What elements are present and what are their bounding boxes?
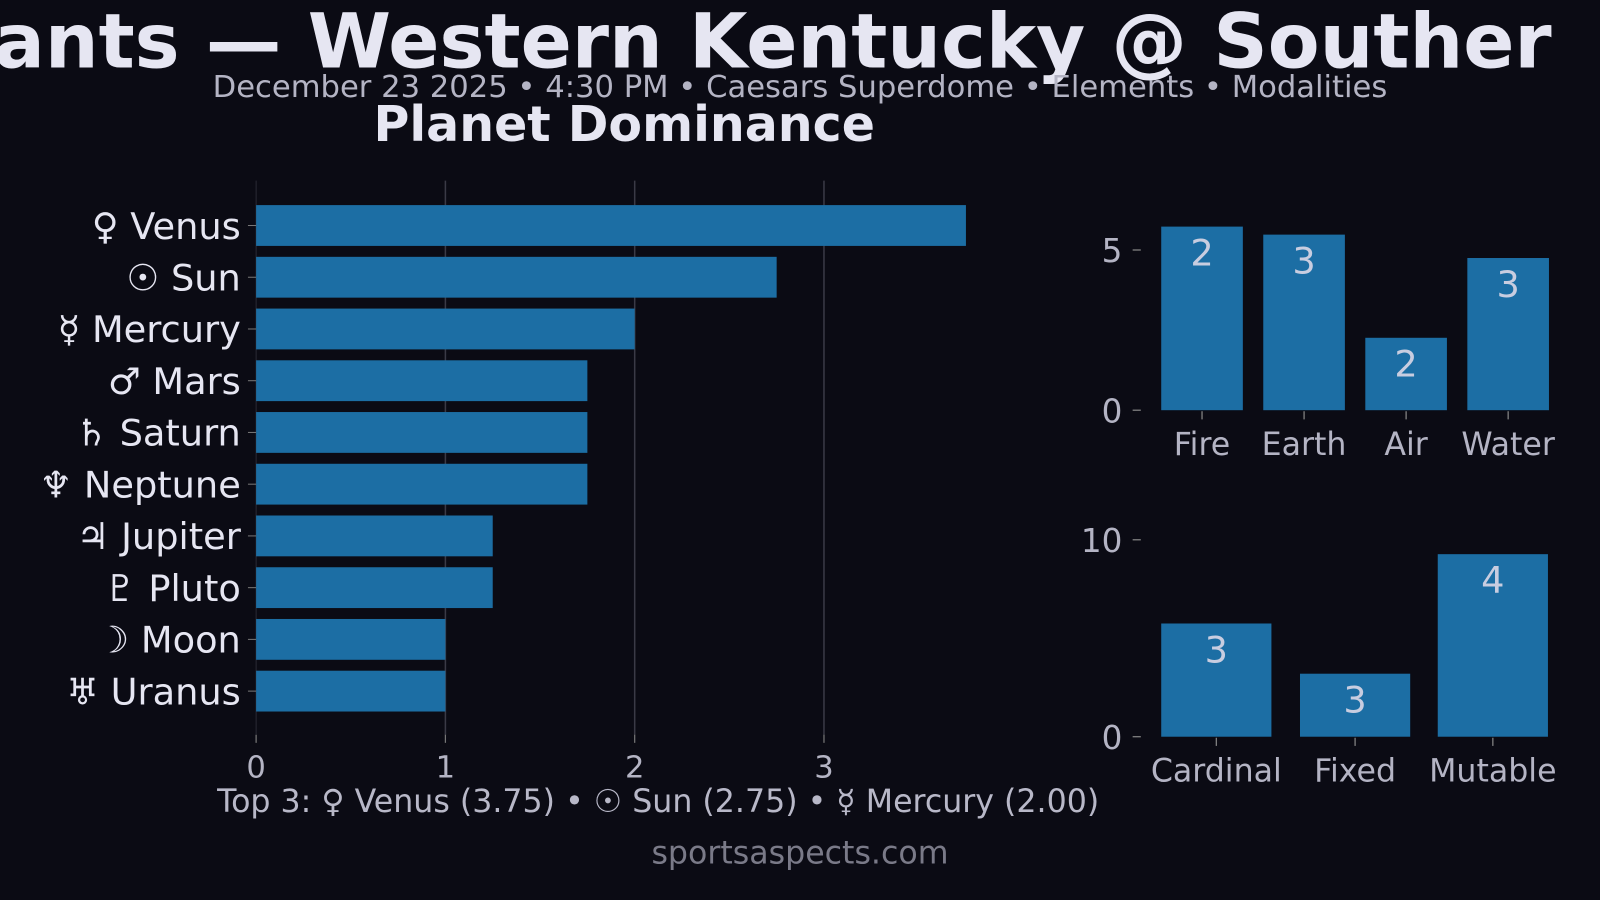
data-label: 3: [1343, 678, 1366, 721]
data-label: 3: [1292, 239, 1315, 282]
x-tick-label: Earth: [1262, 427, 1347, 463]
x-tick-label: Air: [1384, 427, 1427, 463]
page-title: ants — Western Kentucky @ Souther: [0, 0, 1552, 86]
bar-saturn: [256, 412, 588, 453]
bar-fire: [1161, 226, 1243, 411]
data-label: 4: [1481, 559, 1504, 602]
y-tick-label: 0: [1102, 392, 1123, 430]
bar-uranus: [256, 670, 446, 712]
top3-summary: Top 3: ♀ Venus (3.75) • ☉ Sun (2.75) • ☿…: [217, 783, 1100, 821]
x-tick-label: Water: [1461, 427, 1555, 463]
bar-mars: [256, 360, 588, 402]
y-tick-label: ♆ Neptune: [39, 463, 240, 506]
bar-fixed: [1299, 673, 1411, 737]
y-tick-label: ♅ Uranus: [66, 670, 241, 713]
y-tick-label: ♄ Saturn: [75, 412, 241, 455]
y-tick-label: 0: [1102, 719, 1123, 757]
x-tick-label: Fixed: [1314, 754, 1396, 790]
planet-chart-title: Planet Dominance: [373, 95, 875, 154]
y-tick-label: ♇ Pluto: [104, 567, 241, 610]
x-tick-label: Fire: [1174, 427, 1230, 463]
bar-air: [1365, 337, 1447, 411]
y-tick-label: ☽ Moon: [96, 619, 240, 662]
y-tick-label: 10: [1081, 522, 1123, 560]
bar-earth: [1263, 234, 1345, 411]
x-tick-label: 3: [814, 751, 833, 786]
bar-cardinal: [1161, 623, 1272, 737]
bar-mutable: [1437, 554, 1548, 737]
bar-venus: [256, 205, 966, 246]
bar-water: [1467, 258, 1549, 411]
y-tick-label: ♂ Mars: [108, 360, 241, 403]
data-label: 2: [1394, 343, 1417, 386]
y-tick-label: ♃ Jupiter: [77, 515, 242, 558]
data-label: 3: [1205, 628, 1228, 671]
bar-sun: [256, 256, 777, 298]
bar-neptune: [256, 463, 588, 505]
y-tick-label: ☿ Mercury: [58, 308, 241, 351]
x-tick-label: 1: [436, 751, 455, 786]
subtitle: December 23 2025 • 4:30 PM • Caesars Sup…: [212, 69, 1388, 106]
bar-mercury: [256, 308, 635, 350]
x-tick-label: 2: [625, 751, 644, 786]
x-tick-label: 0: [246, 751, 265, 786]
y-tick-label: 5: [1102, 232, 1123, 270]
x-tick-label: Cardinal: [1151, 754, 1282, 790]
data-label: 2: [1190, 231, 1213, 274]
x-tick-label: Mutable: [1429, 754, 1556, 790]
footer-site: sportsaspects.com: [651, 834, 949, 872]
y-tick-label: ♀ Venus: [92, 205, 241, 248]
bar-moon: [256, 618, 446, 660]
data-label: 3: [1496, 263, 1519, 306]
y-tick-label: ☉ Sun: [126, 257, 240, 300]
bar-pluto: [256, 567, 493, 609]
bar-jupiter: [256, 515, 493, 557]
